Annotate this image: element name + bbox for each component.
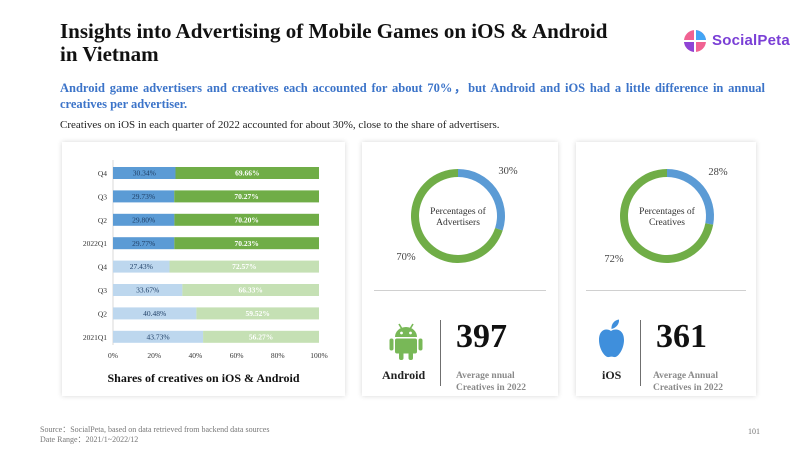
category-tick-label: Q2	[98, 309, 107, 318]
android-share-bar	[203, 330, 319, 343]
stat-divider	[440, 320, 441, 386]
ios-share-bar	[113, 307, 197, 320]
donut-percent-label: 70%	[396, 252, 416, 263]
android-share-bar	[174, 190, 319, 203]
ios-panel: 28% 72% Percentages of Creatives iOS 361 Av…	[576, 142, 756, 396]
android-share-bar	[196, 307, 319, 320]
android-share-label: 56.27%	[249, 332, 273, 341]
donut-percent-label: 30%	[498, 166, 518, 177]
panel-divider	[374, 290, 546, 291]
x-tick-label: 20%	[147, 351, 161, 360]
creatives-share-chart-card: 30.34% 69.66% Q4 29.73% 70.27% Q3 29.80% 70.20%…	[62, 142, 345, 396]
android-share-label: 70.27%	[234, 192, 258, 201]
ios-share-bar	[113, 167, 176, 179]
ios-share-bar	[113, 237, 175, 250]
donut-center-label: Percentages of	[430, 206, 486, 217]
ios-share-bar	[113, 284, 183, 296]
source-note: Source：SocialPeta, based on data retriev…	[40, 425, 270, 434]
android-stat-label-line1: Average nnual	[456, 371, 515, 381]
ios-donut-slice	[458, 169, 505, 231]
android-share-bar	[182, 284, 319, 296]
date-range-note: Date Range：2021/1~2022/12	[40, 435, 139, 444]
ios-share-label: 29.77%	[132, 239, 155, 248]
android-label: Android	[382, 368, 426, 382]
ios-share-label: 29.80%	[132, 215, 155, 224]
donut-center-label: Percentages of	[639, 206, 695, 217]
android-avg-creatives-value: 397	[456, 318, 507, 355]
chart-title: Shares of creatives on iOS & Android	[107, 371, 300, 385]
android-stat-label-line2: Creatives in 2022	[456, 383, 527, 393]
android-share-label: 59.52%	[246, 309, 270, 318]
socialpeta-logo-text: SocialPeta	[712, 32, 790, 49]
ios-share-label: 27.43%	[130, 262, 153, 271]
category-tick-label: Q2	[98, 216, 107, 225]
android-share-label: 72.57%	[232, 262, 256, 271]
ios-share-label: 43.73%	[146, 332, 169, 341]
footer-source: Source：SocialPeta, based on data retriev…	[40, 425, 269, 445]
category-tick-label: Q3	[98, 192, 107, 201]
category-tick-label: 2021Q1	[83, 333, 107, 342]
ios-label: iOS	[602, 368, 622, 382]
socialpeta-logo: SocialPeta	[682, 28, 790, 56]
donut-percent-label: 72%	[604, 254, 624, 265]
ios-share-label: 40.48%	[143, 309, 166, 318]
ios-donut-slice	[667, 169, 714, 225]
android-robot-icon	[389, 323, 423, 360]
panel-divider	[586, 290, 746, 291]
category-tick-label: 2022Q1	[83, 239, 107, 248]
x-tick-label: 60%	[230, 351, 244, 360]
page-number: 101	[748, 427, 760, 436]
x-tick-label: 0%	[108, 351, 118, 360]
insight-note: Creatives on iOS in each quarter of 2022…	[60, 119, 500, 131]
category-tick-label: Q4	[98, 263, 107, 272]
ios-share-label: 29.73%	[132, 192, 155, 201]
android-share-bar	[169, 260, 319, 273]
ios-share-bar	[113, 260, 170, 273]
ios-share-bar	[113, 330, 204, 343]
android-share-bar	[175, 167, 319, 179]
android-share-label: 70.20%	[235, 215, 259, 224]
ios-stat-label-line2: Creatives in 2022	[653, 383, 724, 393]
android-share-bar	[174, 237, 319, 250]
donut-center-label: Creatives	[649, 218, 685, 228]
category-tick-label: Q4	[98, 169, 107, 178]
ios-share-label: 30.34%	[133, 169, 156, 178]
android-share-bar	[174, 213, 319, 226]
ios-avg-creatives-value: 361	[656, 318, 707, 355]
ios-share-bar	[113, 190, 175, 203]
category-tick-label: Q3	[98, 286, 107, 295]
android-share-label: 69.66%	[235, 169, 259, 178]
android-share-label: 66.33%	[238, 286, 262, 295]
android-panel: 30% 70% Percentages of Advertisers Android …	[362, 142, 558, 396]
apple-logo-icon	[599, 319, 624, 358]
x-tick-label: 80%	[271, 351, 285, 360]
stacked-bar-chart: 30.34% 69.66% Q4 29.73% 70.27% Q3 29.80% 70.20%…	[83, 160, 328, 360]
ios-share-bar	[113, 213, 175, 226]
socialpeta-logo-icon	[684, 30, 706, 52]
x-tick-label: 100%	[310, 351, 328, 360]
page-title: Insights into Advertising of Mobile Game…	[60, 19, 608, 66]
ios-stat-label-line1: Average Annual	[653, 371, 719, 381]
donut-percent-label: 28%	[708, 167, 728, 178]
donut-center-label: Advertisers	[436, 218, 480, 228]
ios-share-label: 33.67%	[136, 286, 159, 295]
headline-insight: Android game advertisers and creatives e…	[60, 81, 765, 111]
stat-divider	[640, 320, 641, 386]
android-share-label: 70.23%	[234, 239, 258, 248]
x-tick-label: 40%	[189, 351, 203, 360]
